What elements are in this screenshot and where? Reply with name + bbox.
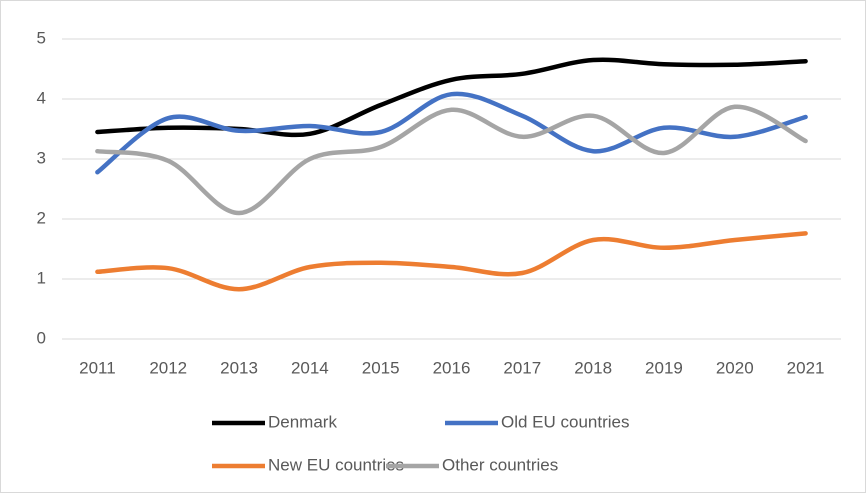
y-tick-label: 0 xyxy=(37,328,46,347)
x-tick-label: 2018 xyxy=(574,358,612,377)
x-tick-label: 2014 xyxy=(291,358,329,377)
x-tick-label: 2015 xyxy=(362,358,400,377)
x-tick-label: 2012 xyxy=(149,358,187,377)
series-line xyxy=(95,91,808,175)
x-tick-label: 2017 xyxy=(503,358,541,377)
x-tick-label: 2011 xyxy=(79,358,116,377)
y-tick-label: 3 xyxy=(37,148,46,167)
series-line xyxy=(95,104,808,216)
x-tick-label: 2020 xyxy=(716,358,754,377)
legend-label: Denmark xyxy=(268,412,337,431)
y-tick-label: 1 xyxy=(37,268,46,287)
x-tick-label: 2016 xyxy=(433,358,471,377)
x-tick-label: 2013 xyxy=(220,358,258,377)
y-tick-label: 4 xyxy=(37,88,46,107)
legend-label: Old EU countries xyxy=(501,412,630,431)
x-tick-label: 2021 xyxy=(787,358,825,377)
series-line xyxy=(95,231,808,292)
legend-label: New EU countries xyxy=(268,455,404,474)
y-tick-label: 5 xyxy=(37,28,46,47)
legend-label: Other countries xyxy=(442,455,558,474)
y-tick-label: 2 xyxy=(37,208,46,227)
x-tick-label: 2019 xyxy=(645,358,683,377)
